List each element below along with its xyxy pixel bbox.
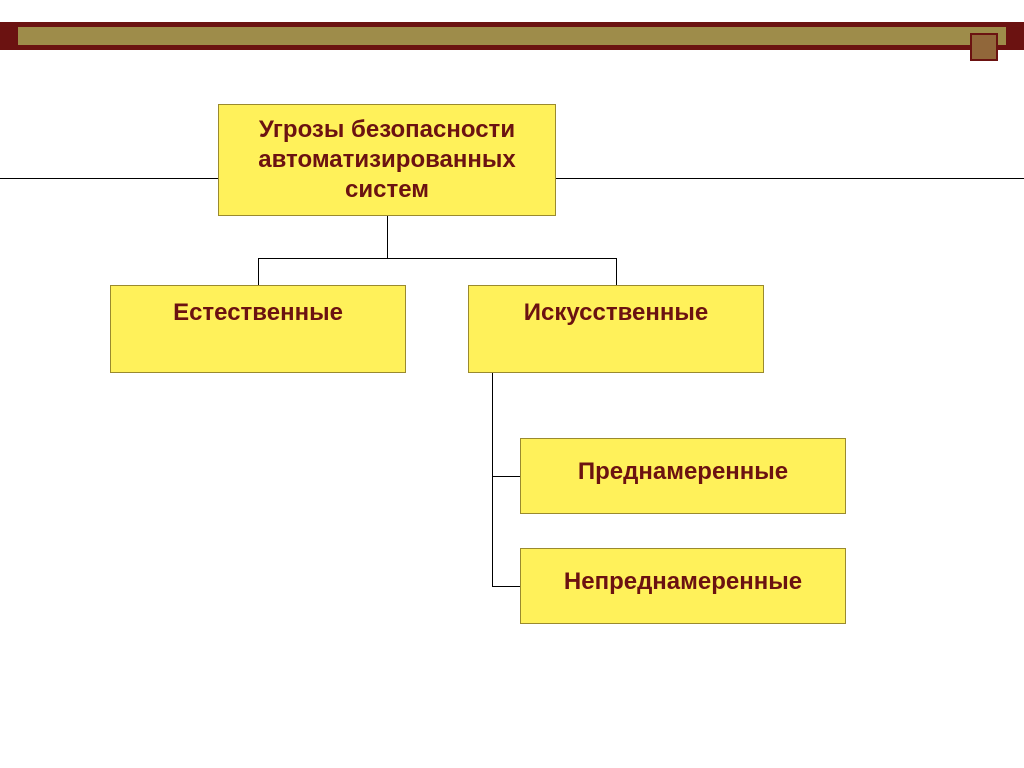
decor-line-left <box>0 178 218 179</box>
node-intentional: Преднамеренные <box>520 438 846 514</box>
node-artificial: Искусственные <box>468 285 764 373</box>
connector-to-artificial <box>616 258 617 285</box>
diagram-canvas: Угрозы безопасности автоматизированных с… <box>0 0 1024 768</box>
node-root: Угрозы безопасности автоматизированных с… <box>218 104 556 216</box>
node-natural: Естественные <box>110 285 406 373</box>
header-bar-inner <box>18 27 1006 45</box>
node-unintentional: Непреднамеренные <box>520 548 846 624</box>
node-unintentional-label: Непреднамеренные <box>564 567 802 597</box>
node-artificial-label: Искусственные <box>524 298 708 328</box>
node-root-label: Угрозы безопасности автоматизированных с… <box>227 115 547 205</box>
node-natural-label: Естественные <box>173 298 343 328</box>
connector-to-unintentional <box>492 586 520 587</box>
connector-branch-horizontal <box>258 258 616 259</box>
node-intentional-label: Преднамеренные <box>578 457 788 487</box>
header-accent-square <box>970 33 998 61</box>
connector-to-natural <box>258 258 259 285</box>
connector-root-down <box>387 216 388 258</box>
connector-to-intentional <box>492 476 520 477</box>
decor-line-right <box>556 178 1024 179</box>
connector-artificial-spine <box>492 373 493 586</box>
